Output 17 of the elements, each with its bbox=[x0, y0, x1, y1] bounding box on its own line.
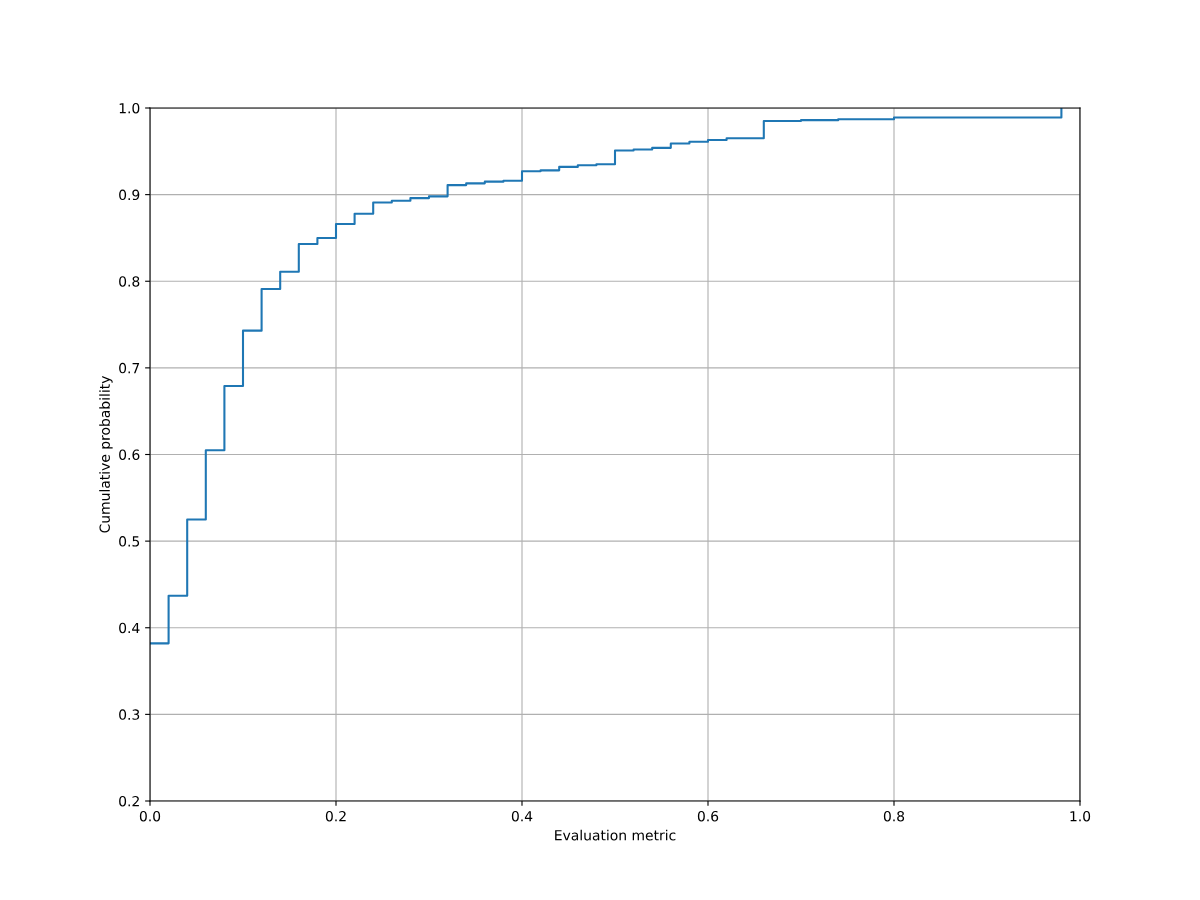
x-tick-label: 0.2 bbox=[325, 810, 346, 822]
y-tick-label: 0.3 bbox=[119, 709, 140, 720]
x-axis-title: Evaluation metric bbox=[555, 829, 676, 841]
y-axis-title: Cumulative probability bbox=[99, 376, 113, 533]
y-tick-label: 0.2 bbox=[119, 795, 139, 807]
y-tick-label: 0.8 bbox=[119, 276, 140, 287]
y-tick-label: 0.7 bbox=[119, 362, 140, 374]
x-tick-label: 0.0 bbox=[139, 810, 161, 822]
y-tick-label: 0.5 bbox=[119, 536, 140, 547]
y-tick-label: 0.6 bbox=[119, 449, 140, 460]
x-tick-label: 0.6 bbox=[697, 810, 719, 822]
x-tick-label: 1.0 bbox=[1070, 810, 1091, 822]
x-tick-label: 0.8 bbox=[883, 810, 905, 822]
y-tick-label: 1.0 bbox=[119, 102, 140, 114]
y-tick-label: 0.4 bbox=[119, 622, 140, 634]
x-tick-label: 0.4 bbox=[511, 810, 533, 822]
y-tick-label: 0.9 bbox=[119, 189, 140, 201]
